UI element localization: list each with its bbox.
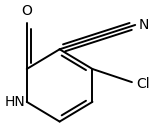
Text: O: O <box>21 4 32 18</box>
Text: Cl: Cl <box>136 77 149 91</box>
Text: N: N <box>138 18 149 32</box>
Text: HN: HN <box>5 95 25 109</box>
